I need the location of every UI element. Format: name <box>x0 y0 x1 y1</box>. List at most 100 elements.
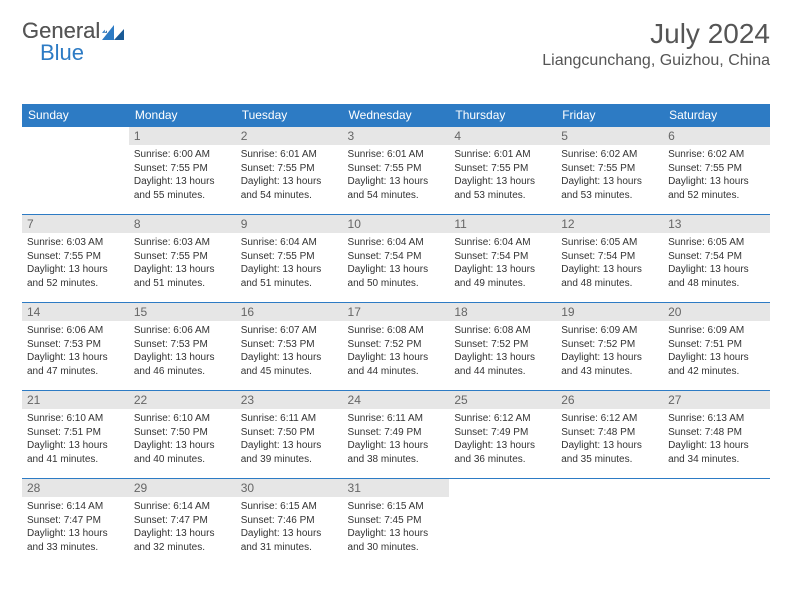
calendar-week-row: 14Sunrise: 6:06 AMSunset: 7:53 PMDayligh… <box>22 303 770 391</box>
sunset-text: Sunset: 7:55 PM <box>241 162 338 176</box>
day-number: 27 <box>663 391 770 409</box>
day-details: Sunrise: 6:06 AMSunset: 7:53 PMDaylight:… <box>22 321 129 381</box>
day-details: Sunrise: 6:03 AMSunset: 7:55 PMDaylight:… <box>129 233 236 293</box>
day-details: Sunrise: 6:15 AMSunset: 7:45 PMDaylight:… <box>343 497 450 557</box>
weekday-header: Saturday <box>663 104 770 127</box>
sunrise-text: Sunrise: 6:04 AM <box>454 236 551 250</box>
daylight-text: Daylight: 13 hours and 42 minutes. <box>668 351 765 378</box>
daylight-text: Daylight: 13 hours and 46 minutes. <box>134 351 231 378</box>
calendar-day-cell <box>663 479 770 567</box>
day-number: 23 <box>236 391 343 409</box>
day-details: Sunrise: 6:15 AMSunset: 7:46 PMDaylight:… <box>236 497 343 557</box>
sunrise-text: Sunrise: 6:12 AM <box>454 412 551 426</box>
calendar-day-cell: 26Sunrise: 6:12 AMSunset: 7:48 PMDayligh… <box>556 391 663 479</box>
day-number: 28 <box>22 479 129 497</box>
day-details: Sunrise: 6:08 AMSunset: 7:52 PMDaylight:… <box>343 321 450 381</box>
daylight-text: Daylight: 13 hours and 54 minutes. <box>241 175 338 202</box>
calendar-week-row: 7Sunrise: 6:03 AMSunset: 7:55 PMDaylight… <box>22 215 770 303</box>
sunset-text: Sunset: 7:48 PM <box>561 426 658 440</box>
day-details: Sunrise: 6:13 AMSunset: 7:48 PMDaylight:… <box>663 409 770 469</box>
calendar-day-cell: 18Sunrise: 6:08 AMSunset: 7:52 PMDayligh… <box>449 303 556 391</box>
sunset-text: Sunset: 7:53 PM <box>27 338 124 352</box>
day-number: 20 <box>663 303 770 321</box>
daylight-text: Daylight: 13 hours and 31 minutes. <box>241 527 338 554</box>
daylight-text: Daylight: 13 hours and 34 minutes. <box>668 439 765 466</box>
day-number: 13 <box>663 215 770 233</box>
calendar-day-cell: 15Sunrise: 6:06 AMSunset: 7:53 PMDayligh… <box>129 303 236 391</box>
day-number: 8 <box>129 215 236 233</box>
sunset-text: Sunset: 7:47 PM <box>27 514 124 528</box>
calendar-day-cell: 23Sunrise: 6:11 AMSunset: 7:50 PMDayligh… <box>236 391 343 479</box>
sunset-text: Sunset: 7:51 PM <box>27 426 124 440</box>
daylight-text: Daylight: 13 hours and 30 minutes. <box>348 527 445 554</box>
weekday-header: Sunday <box>22 104 129 127</box>
day-details: Sunrise: 6:04 AMSunset: 7:54 PMDaylight:… <box>449 233 556 293</box>
sunrise-text: Sunrise: 6:15 AM <box>348 500 445 514</box>
calendar-day-cell: 22Sunrise: 6:10 AMSunset: 7:50 PMDayligh… <box>129 391 236 479</box>
daylight-text: Daylight: 13 hours and 51 minutes. <box>134 263 231 290</box>
day-number: 3 <box>343 127 450 145</box>
sunset-text: Sunset: 7:54 PM <box>668 250 765 264</box>
calendar-day-cell: 17Sunrise: 6:08 AMSunset: 7:52 PMDayligh… <box>343 303 450 391</box>
sunrise-text: Sunrise: 6:03 AM <box>134 236 231 250</box>
daylight-text: Daylight: 13 hours and 54 minutes. <box>348 175 445 202</box>
calendar-day-cell: 2Sunrise: 6:01 AMSunset: 7:55 PMDaylight… <box>236 127 343 215</box>
day-details: Sunrise: 6:08 AMSunset: 7:52 PMDaylight:… <box>449 321 556 381</box>
location-subtitle: Liangcunchang, Guizhou, China <box>542 52 770 70</box>
sunset-text: Sunset: 7:54 PM <box>348 250 445 264</box>
sunrise-text: Sunrise: 6:04 AM <box>241 236 338 250</box>
calendar-day-cell: 10Sunrise: 6:04 AMSunset: 7:54 PMDayligh… <box>343 215 450 303</box>
day-details: Sunrise: 6:12 AMSunset: 7:48 PMDaylight:… <box>556 409 663 469</box>
calendar-day-cell: 31Sunrise: 6:15 AMSunset: 7:45 PMDayligh… <box>343 479 450 567</box>
calendar-day-cell: 8Sunrise: 6:03 AMSunset: 7:55 PMDaylight… <box>129 215 236 303</box>
sunset-text: Sunset: 7:55 PM <box>561 162 658 176</box>
sunset-text: Sunset: 7:52 PM <box>348 338 445 352</box>
day-details: Sunrise: 6:04 AMSunset: 7:54 PMDaylight:… <box>343 233 450 293</box>
sunset-text: Sunset: 7:52 PM <box>561 338 658 352</box>
page-title: July 2024 <box>542 18 770 50</box>
sunrise-text: Sunrise: 6:09 AM <box>561 324 658 338</box>
sunrise-text: Sunrise: 6:08 AM <box>348 324 445 338</box>
sunrise-text: Sunrise: 6:02 AM <box>561 148 658 162</box>
calendar-day-cell: 14Sunrise: 6:06 AMSunset: 7:53 PMDayligh… <box>22 303 129 391</box>
sunrise-text: Sunrise: 6:05 AM <box>668 236 765 250</box>
day-number: 17 <box>343 303 450 321</box>
daylight-text: Daylight: 13 hours and 38 minutes. <box>348 439 445 466</box>
daylight-text: Daylight: 13 hours and 33 minutes. <box>27 527 124 554</box>
calendar-day-cell: 25Sunrise: 6:12 AMSunset: 7:49 PMDayligh… <box>449 391 556 479</box>
calendar-week-row: 21Sunrise: 6:10 AMSunset: 7:51 PMDayligh… <box>22 391 770 479</box>
daylight-text: Daylight: 13 hours and 53 minutes. <box>454 175 551 202</box>
day-details: Sunrise: 6:09 AMSunset: 7:52 PMDaylight:… <box>556 321 663 381</box>
day-number: 24 <box>343 391 450 409</box>
sunrise-text: Sunrise: 6:13 AM <box>668 412 765 426</box>
sunrise-text: Sunrise: 6:14 AM <box>27 500 124 514</box>
day-number: 5 <box>556 127 663 145</box>
day-details: Sunrise: 6:09 AMSunset: 7:51 PMDaylight:… <box>663 321 770 381</box>
daylight-text: Daylight: 13 hours and 43 minutes. <box>561 351 658 378</box>
day-details: Sunrise: 6:10 AMSunset: 7:50 PMDaylight:… <box>129 409 236 469</box>
sunset-text: Sunset: 7:45 PM <box>348 514 445 528</box>
day-number: 6 <box>663 127 770 145</box>
weekday-header: Thursday <box>449 104 556 127</box>
day-details: Sunrise: 6:00 AMSunset: 7:55 PMDaylight:… <box>129 145 236 205</box>
sunrise-text: Sunrise: 6:03 AM <box>27 236 124 250</box>
calendar-day-cell: 7Sunrise: 6:03 AMSunset: 7:55 PMDaylight… <box>22 215 129 303</box>
day-details: Sunrise: 6:03 AMSunset: 7:55 PMDaylight:… <box>22 233 129 293</box>
sunrise-text: Sunrise: 6:01 AM <box>348 148 445 162</box>
daylight-text: Daylight: 13 hours and 49 minutes. <box>454 263 551 290</box>
calendar-day-cell: 6Sunrise: 6:02 AMSunset: 7:55 PMDaylight… <box>663 127 770 215</box>
day-number: 18 <box>449 303 556 321</box>
daylight-text: Daylight: 13 hours and 45 minutes. <box>241 351 338 378</box>
daylight-text: Daylight: 13 hours and 55 minutes. <box>134 175 231 202</box>
calendar-day-cell <box>22 127 129 215</box>
day-details: Sunrise: 6:01 AMSunset: 7:55 PMDaylight:… <box>449 145 556 205</box>
sunrise-text: Sunrise: 6:11 AM <box>241 412 338 426</box>
daylight-text: Daylight: 13 hours and 50 minutes. <box>348 263 445 290</box>
sunset-text: Sunset: 7:55 PM <box>454 162 551 176</box>
sunrise-text: Sunrise: 6:12 AM <box>561 412 658 426</box>
sunrise-text: Sunrise: 6:08 AM <box>454 324 551 338</box>
day-details: Sunrise: 6:05 AMSunset: 7:54 PMDaylight:… <box>663 233 770 293</box>
sunrise-text: Sunrise: 6:06 AM <box>27 324 124 338</box>
sunrise-text: Sunrise: 6:10 AM <box>134 412 231 426</box>
brand-triangle-icon <box>102 22 130 40</box>
